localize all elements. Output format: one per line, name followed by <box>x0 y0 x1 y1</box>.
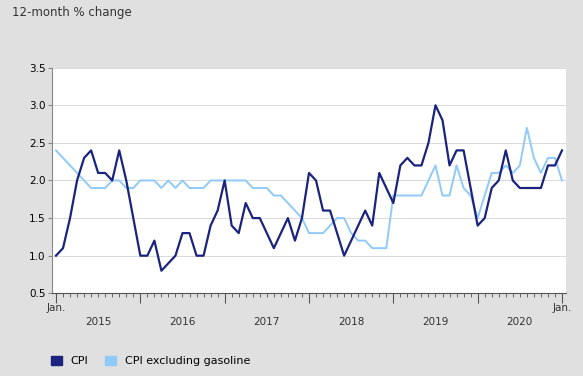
Text: 2020: 2020 <box>507 317 533 327</box>
Text: 12-month % change: 12-month % change <box>12 6 131 19</box>
Text: 2016: 2016 <box>169 317 196 327</box>
Legend: CPI, CPI excluding gasoline: CPI, CPI excluding gasoline <box>47 351 255 370</box>
Text: 2019: 2019 <box>422 317 449 327</box>
Text: Jan.: Jan. <box>552 303 572 313</box>
Text: 2017: 2017 <box>254 317 280 327</box>
Text: Jan.: Jan. <box>46 303 66 313</box>
Text: 2018: 2018 <box>338 317 364 327</box>
Text: 2015: 2015 <box>85 317 111 327</box>
